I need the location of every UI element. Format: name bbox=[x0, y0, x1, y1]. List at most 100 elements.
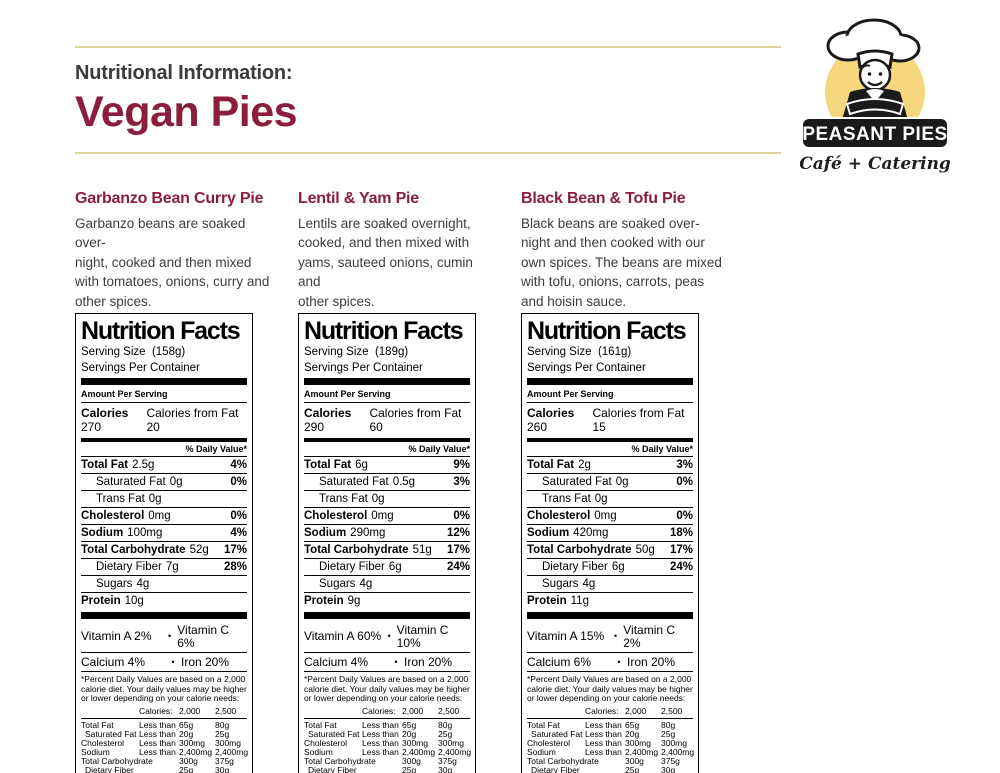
servings-per-container: Servings Per Container bbox=[304, 361, 423, 374]
nutrient-daily-value: 0% bbox=[230, 476, 247, 488]
nutrient-row: Total Carbohydrate 50g 17% bbox=[527, 542, 693, 559]
reference-table-row: Cholesterol Less than 300mg 300mg bbox=[81, 737, 247, 748]
calories-value: Calories 290 bbox=[304, 406, 369, 434]
reference-table-row: Saturated Fat Less than 20g 25g bbox=[304, 729, 470, 739]
ref-2500: 2,400mg bbox=[215, 746, 249, 757]
ref-2000: 2,400mg bbox=[625, 746, 659, 757]
nutrient-row: Sugars 4g bbox=[81, 576, 247, 593]
nutrient-daily-value: 18% bbox=[669, 527, 693, 539]
reference-table-row: Total Fat Less than 65g 80g bbox=[304, 719, 470, 730]
ref-2000: 300mg bbox=[179, 737, 205, 748]
nutrient-daily-value: 28% bbox=[223, 561, 247, 573]
nutrient-amount: 0g bbox=[148, 493, 162, 505]
bullet-separator: • bbox=[171, 656, 175, 667]
logo-banner: PEASANT PIES bbox=[801, 117, 949, 149]
nutrient-name: Total Carbohydrate bbox=[81, 544, 186, 556]
ref-nutrient: Cholesterol bbox=[304, 737, 347, 748]
chef-boy-icon bbox=[826, 18, 921, 120]
pie-column: Garbanzo Bean Curry Pie Garbanzo beans a… bbox=[75, 190, 276, 773]
ref-2500: 80g bbox=[215, 719, 230, 730]
nutrient-row: Protein 9g bbox=[304, 593, 470, 609]
header-cell: Calories: bbox=[362, 705, 396, 716]
separator-bar bbox=[527, 378, 693, 385]
ref-2000: 2,400mg bbox=[402, 746, 436, 757]
ref-2000: 65g bbox=[402, 719, 417, 730]
nutrient-row: Cholesterol 0mg 0% bbox=[527, 508, 693, 525]
ref-nutrient: Sodium bbox=[304, 746, 333, 757]
nutrient-amount: 290mg bbox=[350, 527, 386, 539]
ref-nutrient: Saturated Fat bbox=[85, 728, 137, 739]
nutrient-name: Sugars bbox=[319, 578, 356, 590]
header-cell: 2,000 bbox=[179, 705, 201, 716]
nutrient-amount: 11g bbox=[570, 595, 589, 607]
separator-bar bbox=[527, 438, 693, 442]
nutrient-amount: 0mg bbox=[371, 510, 394, 522]
nutrient-amount: 2.5g bbox=[132, 459, 155, 471]
reference-table-header: Calories: 2,000 2,500 bbox=[81, 706, 247, 719]
nutrient-daily-value: 12% bbox=[446, 527, 470, 539]
ref-condition bbox=[139, 766, 179, 773]
ref-2000: 20g bbox=[625, 728, 640, 739]
calories-number: 270 bbox=[81, 420, 102, 434]
vitamin-left: Calcium 4% bbox=[304, 654, 369, 669]
nutrient-rows: Total Fat 2.5g 4% Saturated Fat 0g 0% Tr… bbox=[81, 457, 247, 609]
vitamin-rows: Vitamin A 60% • Vitamin C 10% Calcium 4%… bbox=[304, 621, 470, 672]
header-cell: 2,500 bbox=[438, 705, 460, 716]
pie-heading: Garbanzo Bean Curry Pie bbox=[75, 190, 264, 207]
vitamin-row: Vitamin A 2% • Vitamin C 6% bbox=[81, 621, 247, 653]
separator-bar bbox=[304, 378, 470, 385]
ref-2000: 65g bbox=[179, 719, 194, 730]
nutrient-row: Sugars 4g bbox=[304, 576, 470, 593]
ref-2500: 30g bbox=[215, 764, 230, 773]
ref-2000: 25g bbox=[625, 764, 640, 773]
nutrient-name: Sugars bbox=[542, 578, 579, 590]
logo-tagline: Café + Catering bbox=[800, 154, 950, 174]
nutrient-amount: 52g bbox=[189, 544, 209, 556]
nutrient-daily-value: 24% bbox=[669, 561, 693, 573]
reference-table-row: Total Carbohydrate 300g 375g bbox=[81, 756, 247, 766]
calories-row: Calories 290 Calories from Fat 60 bbox=[304, 403, 470, 438]
serving-size: Serving Size (161g) bbox=[527, 346, 632, 358]
nutrient-rows: Total Fat 6g 9% Saturated Fat 0.5g 3% Tr… bbox=[304, 457, 470, 609]
nutrient-amount: 6g bbox=[388, 561, 402, 573]
nutrient-daily-value: 24% bbox=[446, 561, 470, 573]
nutrient-amount: 6g bbox=[355, 459, 368, 471]
bullet-separator: • bbox=[617, 656, 621, 667]
calories-from-fat: Calories from Fat 60 bbox=[369, 406, 462, 434]
ref-condition: Less than bbox=[139, 737, 176, 748]
nutrient-row: Cholesterol 0mg 0% bbox=[81, 508, 247, 525]
reference-table-row: Total Carbohydrate 300g 375g bbox=[527, 755, 693, 766]
ref-2000: 65g bbox=[625, 719, 640, 730]
daily-value-header: % Daily Value* bbox=[527, 442, 693, 457]
nutrient-amount: 9g bbox=[347, 595, 361, 607]
nutrient-row: Saturated Fat 0.5g 3% bbox=[304, 474, 470, 491]
amount-per-serving: Amount Per Serving bbox=[81, 387, 247, 403]
separator-bar bbox=[81, 612, 247, 619]
amount-per-serving: Amount Per Serving bbox=[527, 387, 693, 403]
vitamin-right: Iron 20% bbox=[181, 654, 230, 669]
nutrient-row: Trans Fat 0g bbox=[527, 491, 693, 508]
vitamin-right: Iron 20% bbox=[627, 654, 676, 669]
nutrition-facts-title: Nutrition Facts bbox=[527, 317, 687, 345]
content-area: Garbanzo Bean Curry Pie Garbanzo beans a… bbox=[75, 190, 935, 773]
nutrient-row: Total Fat 6g 9% bbox=[304, 457, 470, 474]
vitamin-right: Vitamin C 6% bbox=[177, 622, 230, 650]
reference-table-row: Sodium Less than 2,400mg 2,400mg bbox=[81, 746, 249, 757]
nutrient-name: Cholesterol bbox=[304, 510, 368, 522]
ref-2500: 375g bbox=[661, 755, 680, 766]
nutrient-name: Cholesterol bbox=[527, 510, 591, 522]
vitamin-row: Calcium 6% • Iron 20% bbox=[527, 653, 693, 672]
reference-table-rows: Total Fat Less than 65g 80g Saturated Fa… bbox=[527, 719, 694, 773]
nutrient-amount: 51g bbox=[412, 544, 432, 556]
reference-table-row: Dietary Fiber 25g 30g bbox=[81, 764, 247, 773]
vitamin-right: Vitamin C 2% bbox=[623, 622, 676, 650]
vitamin-left: Vitamin A 60% bbox=[304, 629, 382, 643]
ref-condition bbox=[139, 757, 179, 766]
ref-condition bbox=[585, 766, 625, 773]
reference-table-row: Cholesterol Less than 300mg 300mg bbox=[304, 737, 470, 748]
ref-nutrient: Total Fat bbox=[527, 719, 560, 730]
nutrition-facts-title: Nutrition Facts bbox=[304, 317, 464, 345]
nutrient-name: Dietary Fiber bbox=[319, 561, 385, 573]
ref-condition: Less than bbox=[585, 737, 622, 748]
nutrient-name: Trans Fat bbox=[542, 493, 591, 505]
